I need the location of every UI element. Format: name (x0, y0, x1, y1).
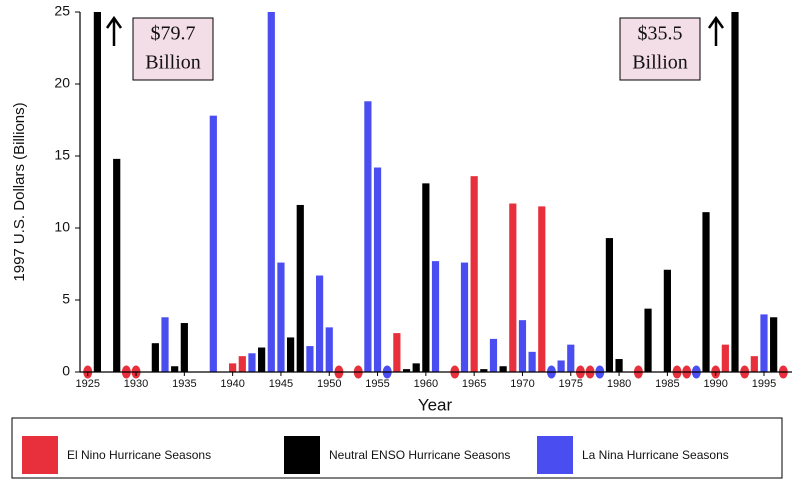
x-tick-label: 1965 (462, 378, 486, 390)
y-tick-label: 20 (54, 75, 70, 91)
annotation: Billion (632, 52, 688, 74)
bar (615, 359, 623, 372)
annotation: $35.5 (638, 23, 683, 45)
x-tick-label: 1990 (703, 378, 727, 390)
legend-label: La Nina Hurricane Seasons (582, 448, 729, 462)
annotation: Billion (145, 52, 201, 74)
bar (151, 343, 159, 372)
bar (287, 337, 295, 372)
bar (258, 347, 266, 372)
x-tick-label: 1975 (559, 378, 583, 390)
x-tick-label: 1985 (655, 378, 679, 390)
annotation-box (619, 17, 701, 81)
bar (770, 317, 778, 372)
bar (518, 320, 527, 372)
bar (171, 366, 179, 372)
arrow (707, 15, 725, 46)
bar (296, 204, 304, 372)
x-tick-label: 1960 (414, 378, 438, 390)
legend-swatch (284, 436, 320, 474)
bar (422, 183, 430, 372)
bar (605, 238, 614, 372)
bar (373, 167, 382, 372)
bar (663, 269, 671, 372)
bar (209, 115, 217, 373)
bar (528, 351, 536, 372)
bar (277, 262, 285, 372)
bar (412, 363, 420, 372)
bar (567, 344, 575, 372)
bar (180, 323, 188, 372)
bar (750, 356, 758, 372)
bar (161, 317, 169, 372)
bar (509, 203, 517, 372)
bar (431, 261, 440, 372)
bar (229, 363, 237, 372)
y-tick-label: 25 (54, 3, 70, 19)
bar (306, 346, 314, 372)
bar (93, 12, 101, 373)
x-tick-label: 1930 (124, 378, 148, 390)
bar (238, 356, 246, 372)
bar (402, 369, 411, 372)
annotation: $79.7 (151, 23, 196, 45)
arrow (105, 15, 123, 46)
x-tick-label: 1945 (269, 378, 293, 390)
x-tick-label: 1935 (172, 378, 196, 390)
bar (267, 12, 275, 372)
bar (248, 353, 256, 372)
bar (470, 176, 478, 372)
bar (644, 308, 652, 372)
legend (11, 417, 783, 479)
x-axis-label: Year (418, 395, 453, 414)
annotation-box (132, 17, 214, 81)
x-tick-label: 1995 (752, 378, 776, 390)
y-tick-label: 0 (62, 363, 70, 379)
y-tick-label: 15 (54, 147, 70, 163)
legend-swatch (22, 436, 58, 474)
bar (731, 12, 739, 373)
x-tick-label: 1980 (607, 378, 631, 390)
bar (315, 275, 324, 372)
bar (364, 101, 372, 372)
bars (83, 12, 788, 379)
legend-label: El Nino Hurricane Seasons (67, 448, 211, 462)
bar (460, 262, 469, 372)
y-axis-label: 1997 U.S. Dollars (Billions) (11, 102, 28, 281)
x-tick-label: 1955 (365, 378, 389, 390)
legend-label: Neutral ENSO Hurricane Seasons (329, 448, 510, 462)
legend-swatch (537, 436, 573, 474)
x-tick-label: 1940 (220, 378, 244, 390)
x-tick-label: 1970 (510, 378, 534, 390)
y-tick-label: 5 (62, 291, 70, 307)
bar (721, 344, 729, 372)
bar (499, 366, 507, 372)
bar (489, 338, 498, 372)
bar (393, 333, 401, 372)
bar (480, 369, 488, 372)
x-tick-label: 1925 (75, 378, 99, 390)
bar (538, 206, 546, 372)
x-tick-label: 1950 (317, 378, 341, 390)
bar (702, 212, 710, 372)
bar (325, 327, 333, 372)
y-tick-label: 10 (54, 219, 70, 235)
bar (760, 314, 768, 372)
bar (557, 360, 565, 372)
bar (113, 158, 121, 372)
